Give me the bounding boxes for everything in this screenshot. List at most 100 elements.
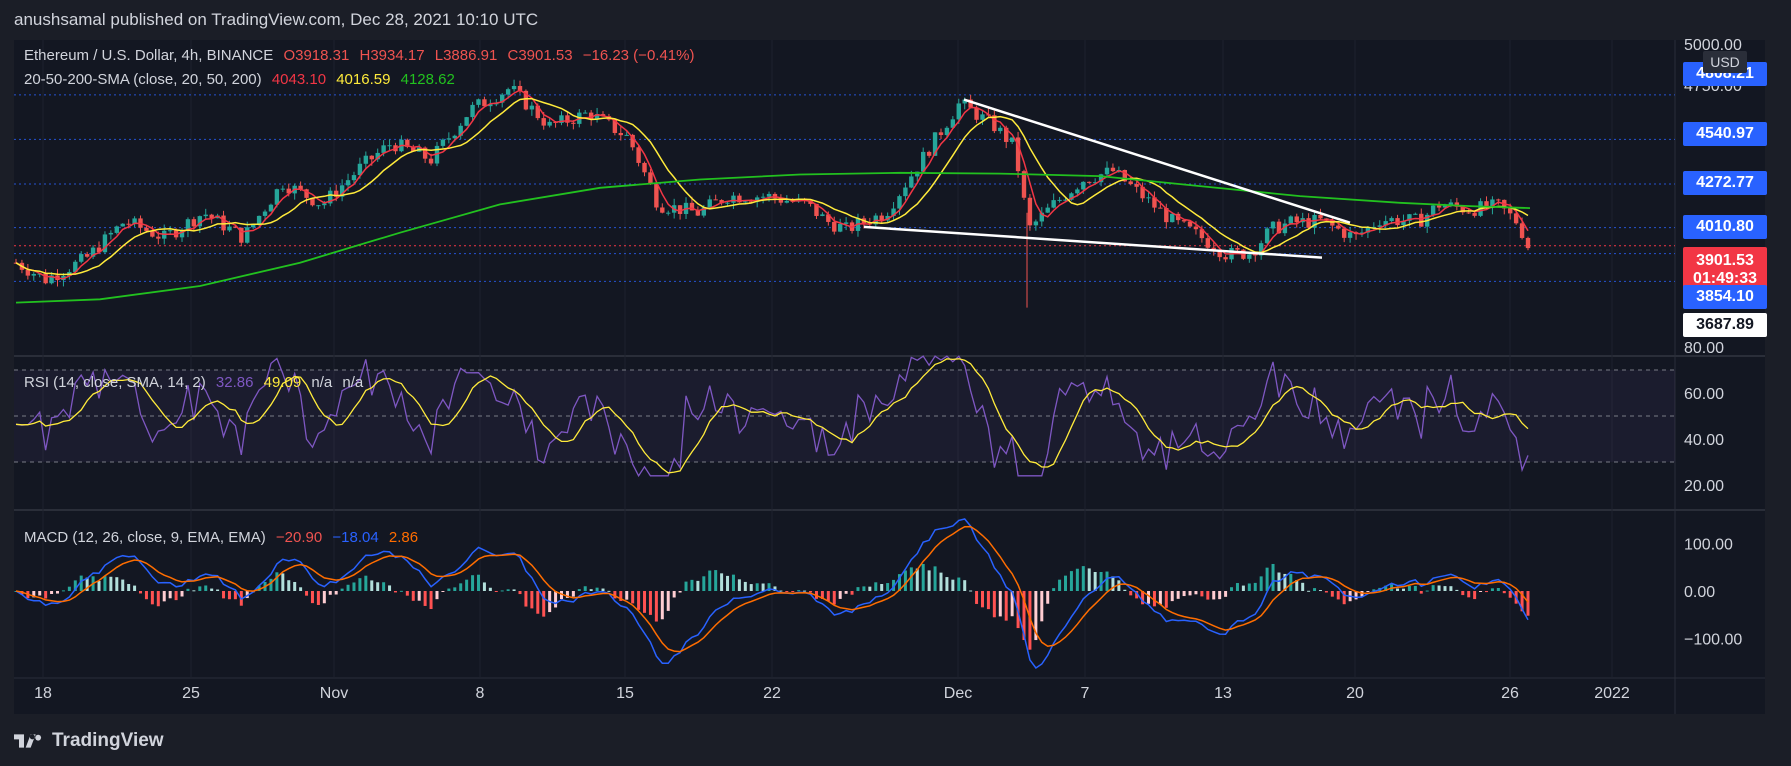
candle-body: [1508, 208, 1513, 214]
rsi-value: 32.86: [215, 374, 254, 391]
candle-body: [1490, 199, 1495, 208]
candle-body: [191, 219, 197, 227]
macd-histogram-bar: [1034, 591, 1038, 641]
sma-legend[interactable]: 20-50-200-SMA (close, 20, 50, 200) 4043.…: [24, 71, 461, 88]
candle-body: [535, 105, 540, 119]
rsi-legend[interactable]: RSI (14, close, SMA, 14, 2) 32.86 49.09 …: [24, 374, 369, 391]
candle-body: [375, 152, 380, 160]
candle-body: [1235, 248, 1240, 250]
symbol-title[interactable]: Ethereum / U.S. Dollar, 4h, BINANCE: [24, 47, 274, 64]
candle-body: [1128, 181, 1133, 185]
macd-histogram-bar: [838, 591, 842, 599]
macd-histogram-bar: [1324, 591, 1328, 593]
macd-histogram-bar: [1354, 591, 1358, 600]
macd-histogram-bar: [281, 573, 285, 591]
macd-histogram-bar: [868, 586, 872, 591]
macd-histogram-bar: [1170, 591, 1174, 602]
macd-histogram-bar: [571, 591, 575, 597]
candle-body: [677, 205, 683, 214]
macd-histogram-bar: [767, 583, 771, 591]
macd-histogram-bar: [1526, 591, 1530, 616]
candle-body: [322, 203, 327, 206]
macd-histogram-bar: [874, 582, 878, 591]
candle-body: [328, 190, 333, 204]
publish-header: anushsamal published on TradingView.com,…: [14, 10, 539, 29]
candle-body: [239, 227, 244, 243]
candle-body: [950, 119, 956, 128]
macd-histogram-bar: [1111, 576, 1115, 591]
macd-histogram-bar: [1372, 589, 1376, 591]
candle-body: [666, 212, 671, 214]
macd-histogram-bar: [1307, 590, 1311, 592]
candle-body: [754, 197, 760, 202]
macd-histogram-bar: [1028, 591, 1032, 650]
macd-legend[interactable]: MACD (12, 26, close, 9, EMA, EMA) −20.90…: [24, 529, 424, 546]
macd-tick-label: 100.00: [1684, 537, 1733, 554]
macd-tick-label: 0.00: [1684, 584, 1715, 601]
macd-histogram-bar: [613, 591, 617, 599]
candle-body: [369, 155, 374, 160]
candle-body: [1430, 205, 1436, 215]
macd-histogram-bar: [506, 589, 510, 591]
macd-histogram-bar: [1283, 573, 1287, 591]
rsi-tick-label: 40.00: [1684, 432, 1724, 449]
candle-body: [1419, 213, 1424, 227]
main-legend[interactable]: Ethereum / U.S. Dollar, 4h, BINANCE O391…: [24, 47, 700, 64]
candle-body: [897, 196, 902, 209]
macd-histogram-bar: [1010, 591, 1014, 617]
macd-histogram-bar: [844, 591, 848, 594]
macd-histogram-bar: [97, 580, 101, 591]
candle-body: [968, 99, 973, 108]
macd-histogram-bar: [216, 589, 220, 591]
rsi-line: [15, 355, 1529, 478]
macd-histogram-bar: [809, 591, 813, 593]
macd-histogram-bar: [1117, 580, 1121, 591]
macd-histogram-bar: [583, 586, 587, 591]
macd-histogram-bar: [1419, 591, 1423, 594]
candle-body: [25, 269, 31, 276]
candle-body: [1069, 193, 1074, 200]
time-tick-label: 7: [1081, 685, 1090, 702]
candle-body: [826, 214, 831, 222]
wedge-trendlines: [863, 98, 1351, 259]
candle-body: [630, 134, 635, 148]
time-tick-label: 26: [1501, 685, 1519, 702]
candle-body: [1039, 212, 1044, 222]
candle-body: [713, 199, 718, 201]
macd-histogram-bar: [1396, 588, 1400, 591]
macd-histogram-bar: [957, 577, 961, 591]
footer[interactable]: TradingView: [14, 726, 164, 756]
macd-signal-value: −18.04: [332, 529, 379, 546]
brand-name: TradingView: [52, 730, 164, 751]
candle-body: [1347, 232, 1353, 238]
candle-body: [749, 201, 754, 203]
candle-body: [1164, 208, 1169, 223]
macd-label[interactable]: MACD (12, 26, close, 9, EMA, EMA): [24, 529, 266, 546]
candle-body: [660, 207, 665, 213]
candle-body: [488, 104, 493, 107]
chart-panel[interactable]: [14, 40, 1765, 714]
macd-histogram-bar: [1467, 591, 1471, 598]
candle-body: [636, 147, 641, 163]
rsi-label[interactable]: RSI (14, close, SMA, 14, 2): [24, 374, 206, 391]
candlestick-series: [13, 79, 1531, 308]
sma-label[interactable]: 20-50-200-SMA (close, 20, 50, 200): [24, 71, 262, 88]
macd-histogram-bar: [447, 588, 451, 591]
currency-button[interactable]: USD: [1703, 51, 1747, 73]
macd-histogram-bar: [453, 587, 457, 591]
macd-histogram-bar: [1129, 591, 1133, 596]
macd-histogram-bar: [791, 591, 795, 592]
candle-body: [624, 134, 629, 136]
macd-histogram-bar: [1105, 571, 1109, 591]
macd-histogram-bar: [482, 582, 486, 591]
candle-body: [766, 193, 772, 197]
macd-histogram-bar: [1425, 590, 1429, 592]
macd-histogram-bar: [785, 591, 789, 592]
macd-histogram-bar: [411, 591, 415, 601]
candle-body: [49, 275, 54, 284]
price-level-tag: 3687.89: [1683, 313, 1767, 337]
candle-body: [909, 176, 914, 188]
tradingview-logo-icon: [14, 734, 42, 748]
macd-histogram-bar: [797, 590, 801, 592]
